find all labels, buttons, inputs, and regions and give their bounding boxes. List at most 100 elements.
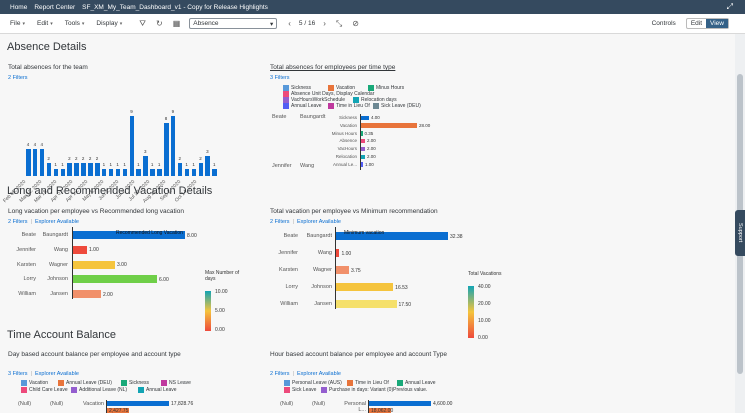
bar[interactable] [107, 401, 169, 406]
fullscreen-icon[interactable]: ⤢ [726, 2, 733, 11]
explorer-link[interactable]: Explorer Available [35, 371, 79, 377]
filters-link[interactable]: 3 Filters [270, 75, 290, 81]
legend-item[interactable]: Sick Leave (DEU) [373, 103, 421, 109]
bar[interactable] [170, 116, 176, 176]
controls-button[interactable]: Controls [651, 20, 676, 27]
legend-item[interactable]: Vacation [328, 85, 355, 91]
bar[interactable] [177, 162, 183, 176]
bar[interactable] [88, 162, 93, 176]
long-vacation-bar-chart[interactable]: Beate Baungardt 8.00 Jennifer Wang 1.00 Karste… [8, 227, 258, 333]
bar[interactable] [107, 408, 129, 413]
bar[interactable] [95, 162, 100, 176]
legend-item[interactable]: Annual Leave [397, 380, 436, 386]
edit-menu[interactable]: Edit ▾ [37, 20, 53, 27]
legend-item[interactable]: Sickness [283, 85, 311, 91]
day-balance-chart[interactable]: (Null) (Null) Vacation 17,828.76 2,427.75 [8, 400, 258, 413]
bar[interactable] [136, 169, 141, 176]
bar[interactable] [361, 146, 365, 152]
bar[interactable] [361, 154, 365, 159]
total-vacation-bar-chart[interactable]: Beate Baungardt 32.38 Jennifer Wang 1.00 Karst… [270, 227, 510, 341]
bar[interactable] [81, 162, 86, 176]
bar[interactable] [336, 300, 397, 308]
bar[interactable] [361, 138, 365, 144]
explorer-link[interactable]: Explorer Available [297, 371, 341, 377]
grid-icon[interactable]: ▦ [172, 19, 181, 28]
bar[interactable] [361, 115, 369, 120]
bar[interactable] [336, 232, 448, 240]
tools-menu[interactable]: Tools ▾ [64, 20, 85, 27]
view-button[interactable]: View [706, 19, 728, 28]
bar[interactable] [115, 169, 121, 176]
dashboard-content[interactable]: Absence Details Total absences for the t… [0, 34, 735, 413]
expand-icon[interactable]: ⤡ [335, 18, 343, 28]
bar[interactable] [198, 162, 204, 176]
bar[interactable] [361, 123, 417, 128]
filters-link[interactable]: 2 Filters [270, 219, 290, 225]
bar[interactable] [212, 169, 217, 176]
legend-item[interactable]: VacHoursWorkSchedule [283, 97, 345, 103]
bar[interactable] [73, 290, 101, 299]
filter-icon[interactable]: ⛛ [139, 18, 146, 28]
bar[interactable] [74, 162, 79, 176]
bar[interactable] [67, 162, 72, 176]
bar[interactable] [122, 169, 128, 176]
bar[interactable] [73, 275, 157, 284]
compass-icon[interactable]: ⊘ [352, 19, 359, 28]
legend-item[interactable]: Absence Unit Days, Display Calendar [283, 91, 374, 97]
legend-item[interactable]: Annual Leave [283, 103, 322, 109]
legend-item[interactable]: Personal Leave (AUS) [284, 380, 342, 386]
team-absence-bar-chart[interactable]: 4 4 4 2 1 1 2 2 2 2 2 1 1 1 1 9 1 3 1 1 8 9 2 1 1 2 3 1 Feb 05, 2020… [2, 84, 217, 204]
bar[interactable] [108, 169, 114, 176]
bar[interactable] [361, 162, 363, 167]
legend-item[interactable]: Annual Leave [138, 387, 177, 393]
legend-item[interactable]: Sickness [121, 380, 149, 386]
refresh-icon[interactable]: ↻ [155, 19, 163, 28]
bar[interactable] [32, 149, 38, 176]
legend-item[interactable]: Relocation days [353, 97, 397, 103]
prev-page-icon[interactable]: ‹ [288, 19, 291, 28]
legend-item[interactable]: Annual Leave (DEU) [58, 380, 112, 386]
absence-type-bar-chart[interactable]: Beate Baungardt Jennifer Wang Sickness 4.00 Va… [270, 114, 450, 170]
home-link[interactable]: Home [10, 3, 28, 11]
filters-link[interactable]: 2 Filters [270, 371, 290, 377]
filters-link[interactable]: 3 Filters [8, 371, 28, 377]
explorer-link[interactable]: Explorer Available [35, 219, 79, 225]
report-center-link[interactable]: Report Center [34, 3, 76, 11]
bar[interactable] [157, 169, 162, 176]
next-page-icon[interactable]: › [323, 19, 326, 28]
bar[interactable] [53, 169, 59, 176]
bar[interactable] [73, 231, 185, 239]
bar[interactable] [205, 156, 210, 176]
legend-item[interactable]: Time in Lieu Of [347, 380, 389, 386]
bar[interactable] [26, 149, 31, 176]
filters-link[interactable]: 2 Filters [8, 75, 28, 81]
file-menu[interactable]: File ▾ [10, 20, 25, 27]
bar[interactable] [369, 401, 431, 406]
display-menu[interactable]: Display ▾ [96, 20, 123, 27]
bar[interactable] [73, 260, 115, 269]
legend-item[interactable]: Child Care Leave [21, 387, 68, 393]
bar[interactable] [184, 169, 190, 176]
bar[interactable] [60, 169, 66, 176]
bar[interactable] [150, 169, 155, 176]
legend-item[interactable]: Additional Leave (NL) [71, 387, 127, 393]
bar[interactable] [39, 149, 45, 176]
legend-item[interactable]: NS Leave [161, 380, 191, 386]
bar[interactable] [191, 169, 197, 176]
bar[interactable] [369, 408, 391, 413]
bar[interactable] [164, 122, 169, 176]
bar[interactable] [361, 131, 363, 136]
page-select[interactable]: Absence ▾ [189, 18, 278, 29]
bar[interactable] [46, 162, 52, 176]
bar[interactable] [73, 245, 87, 254]
legend-item[interactable]: Time in Lieu Of [328, 103, 370, 109]
legend-item[interactable]: Sick Leave [284, 387, 316, 393]
bar[interactable] [143, 156, 148, 176]
bar[interactable] [336, 283, 394, 291]
bar[interactable] [101, 169, 107, 176]
legend-item[interactable]: Minus Hours [368, 85, 404, 91]
bar[interactable] [129, 116, 135, 176]
bar[interactable] [336, 249, 340, 257]
bar[interactable] [336, 266, 349, 274]
legend-item[interactable]: Purchase in days: Variant (0)Previous va… [321, 387, 427, 393]
